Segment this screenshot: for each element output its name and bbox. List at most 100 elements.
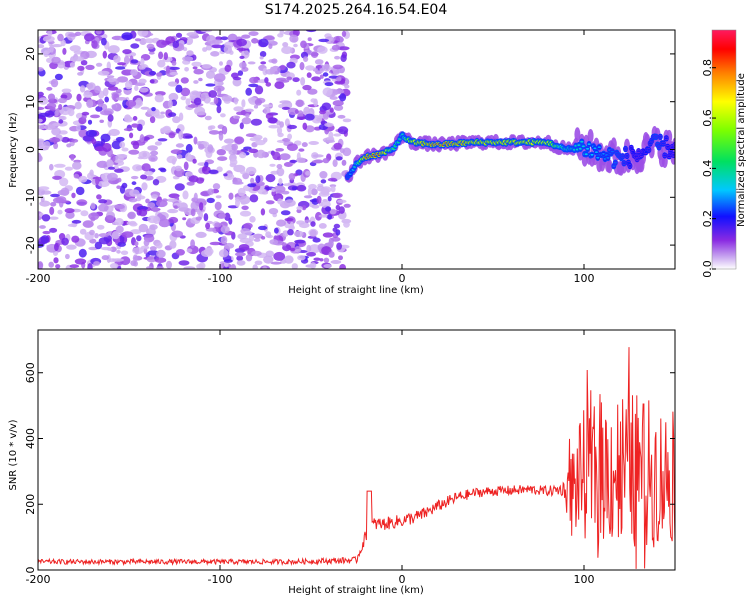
noise-blob: [320, 187, 330, 196]
noise-blob: [66, 143, 72, 148]
noise-blob: [172, 116, 181, 124]
noise-blob: [197, 112, 207, 116]
noise-blob: [332, 159, 338, 168]
noise-blob: [220, 225, 230, 234]
noise-blob: [100, 133, 111, 143]
noise-blob: [195, 216, 202, 221]
noise-blob: [71, 219, 82, 224]
noise-blob: [98, 199, 108, 204]
noise-blob: [183, 266, 196, 269]
noise-blob: [295, 99, 304, 108]
noise-blob: [167, 99, 173, 108]
noise-blob: [224, 242, 235, 249]
noise-blob: [99, 119, 104, 124]
noise-blob: [329, 96, 338, 100]
noise-blob: [61, 237, 69, 246]
noise-blob: [136, 235, 142, 242]
noise-blob: [190, 201, 199, 211]
noise-blob: [334, 80, 346, 85]
noise-blob: [271, 58, 278, 64]
noise-blob: [313, 257, 321, 261]
noise-blob: [69, 45, 82, 52]
spectrogram-heatmap: [38, 30, 675, 269]
ridge-core: [587, 143, 591, 146]
noise-blob: [174, 183, 185, 191]
noise-blob: [49, 216, 59, 220]
noise-blob: [279, 30, 285, 36]
noise-blob: [135, 97, 143, 106]
noise-blob: [91, 40, 98, 49]
noise-blob: [236, 47, 249, 51]
noise-blob: [333, 142, 343, 150]
noise-blob: [40, 235, 50, 244]
noise-blob: [115, 136, 125, 142]
noise-blob: [315, 211, 322, 221]
noise-blob: [330, 185, 336, 193]
y-tick-label: -10: [24, 188, 37, 206]
noise-blob: [130, 43, 140, 49]
y-tick-label: 200: [24, 494, 37, 515]
noise-blob: [263, 106, 271, 115]
noise-blob: [241, 34, 251, 39]
noise-blob: [77, 65, 85, 71]
noise-blob: [243, 230, 253, 236]
noise-blob: [268, 43, 273, 49]
noise-blob: [67, 108, 75, 117]
noise-blob: [149, 224, 158, 231]
noise-blob: [175, 143, 184, 148]
noise-blob: [279, 100, 291, 104]
noise-blob: [311, 51, 319, 58]
noise-blob: [54, 73, 63, 81]
noise-blob: [283, 183, 292, 187]
y-tick-label: 400: [24, 428, 37, 449]
noise-blob: [169, 71, 179, 76]
noise-blob: [311, 160, 324, 164]
noise-blob: [90, 114, 100, 119]
noise-blob: [134, 85, 139, 91]
noise-blob: [60, 94, 68, 99]
noise-blob: [250, 177, 255, 184]
noise-blob: [254, 85, 264, 95]
ridge-core: [584, 153, 588, 156]
noise-blob: [127, 211, 136, 220]
noise-blob: [114, 204, 125, 210]
noise-blob: [332, 89, 345, 95]
noise-blob: [228, 217, 233, 225]
noise-blob: [50, 78, 59, 88]
noise-blob: [145, 175, 154, 181]
noise-blob: [296, 89, 302, 96]
noise-blob: [113, 165, 119, 170]
ridge-core: [596, 156, 600, 159]
noise-blob: [321, 102, 332, 111]
ridge-core: [637, 150, 641, 153]
noise-blob: [162, 198, 168, 202]
noise-blob: [343, 221, 350, 228]
snr-x-axis-label: Height of straight line (km): [288, 585, 424, 596]
ridge-core: [663, 154, 667, 157]
noise-blob: [214, 222, 222, 228]
noise-blob: [169, 240, 177, 249]
noise-blob: [263, 255, 274, 264]
noise-blob: [342, 118, 352, 123]
noise-blob: [61, 88, 72, 94]
noise-blob: [212, 183, 221, 190]
noise-blob: [130, 69, 138, 76]
noise-blob: [65, 211, 75, 219]
noise-blob: [131, 181, 137, 186]
noise-blob: [302, 84, 312, 91]
noise-blob: [152, 179, 160, 186]
noise-blob: [209, 241, 222, 246]
noise-blob: [289, 221, 295, 230]
noise-blob: [207, 144, 214, 153]
noise-blob: [299, 62, 305, 71]
noise-blob: [125, 100, 137, 107]
noise-blob: [115, 225, 124, 234]
noise-blob: [301, 205, 307, 211]
noise-blob: [223, 44, 232, 54]
noise-blob: [224, 64, 232, 72]
noise-blob: [116, 76, 129, 83]
noise-blob: [53, 257, 59, 264]
noise-blob: [198, 143, 205, 150]
noise-blob: [132, 116, 138, 121]
noise-blob: [261, 236, 266, 240]
